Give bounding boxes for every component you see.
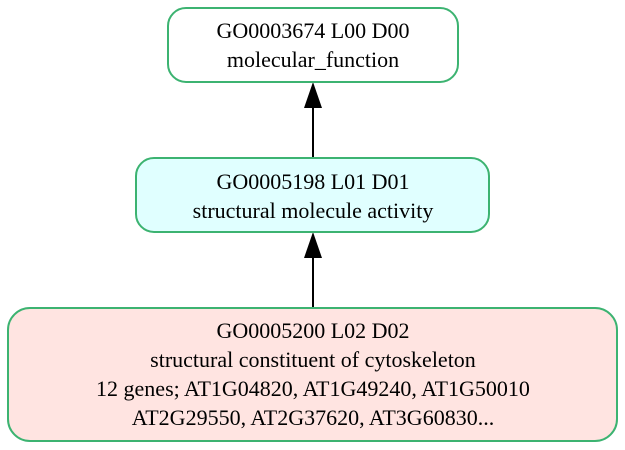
arrowhead-icon — [304, 232, 322, 258]
node-root-box — [167, 7, 459, 83]
node-mid-id: GO0005198 L01 D01 — [216, 169, 409, 194]
node-root-label: molecular_function — [227, 47, 399, 72]
node-root: GO0003674 L00 D00 molecular_function — [167, 7, 459, 83]
node-leaf-genes: 12 genes; AT1G04820, AT1G49240, AT1G5001… — [96, 376, 530, 401]
node-mid-label: structural molecule activity — [193, 198, 434, 223]
node-leaf: GO0005200 L02 D02 structural constituent… — [7, 307, 618, 442]
node-root-id: GO0003674 L00 D00 — [216, 18, 409, 43]
node-leaf-label: structural constituent of cytoskeleton — [150, 347, 476, 372]
node-leaf-id: GO0005200 L02 D02 — [216, 318, 409, 343]
node-leaf-box — [7, 307, 618, 442]
node-mid-box — [135, 157, 490, 233]
edge-leaf-to-mid — [304, 232, 322, 308]
edge-mid-to-root — [304, 82, 322, 158]
node-leaf-genes-cont: AT2G29550, AT2G37620, AT3G60830... — [132, 405, 494, 430]
arrowhead-icon — [304, 82, 322, 108]
node-mid: GO0005198 L01 D01 structural molecule ac… — [135, 157, 490, 233]
